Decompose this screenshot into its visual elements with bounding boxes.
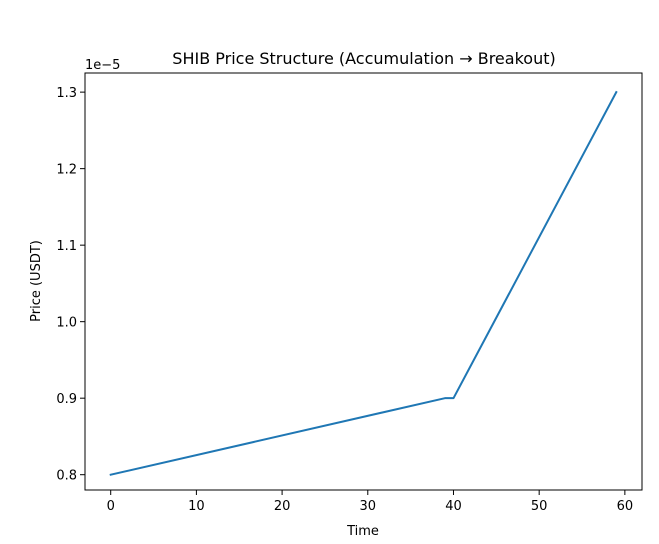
x-tick-label: 60	[617, 499, 634, 514]
plot-frame	[84, 72, 643, 491]
y-offset-label: 1e−5	[85, 58, 120, 73]
y-tick-label: 1.0	[56, 316, 77, 331]
x-tick-label: 50	[531, 499, 548, 514]
y-axis-label: Price (USDT)	[29, 240, 44, 322]
x-tick-label: 40	[445, 499, 462, 514]
x-tick-label: 10	[188, 499, 205, 514]
y-tick-label: 0.8	[56, 469, 77, 484]
series-layer	[109, 90, 618, 476]
y-tick-label: 1.3	[56, 86, 77, 101]
price-series-line	[109, 90, 618, 476]
chart-title: SHIB Price Structure (Accumulation → Bre…	[172, 49, 555, 68]
x-axis-ticks: 0 10 20 30 40 50 60	[107, 490, 634, 514]
y-axis-ticks: 0.8 0.9 1.0 1.1 1.2 1.3	[56, 86, 85, 484]
x-axis-label: Time	[346, 524, 379, 539]
x-tick-label: 20	[274, 499, 291, 514]
y-tick-label: 0.9	[56, 392, 77, 407]
y-tick-label: 1.2	[56, 163, 77, 178]
x-tick-label: 0	[107, 499, 115, 514]
x-tick-label: 30	[360, 499, 377, 514]
y-tick-label: 1.1	[56, 239, 77, 254]
